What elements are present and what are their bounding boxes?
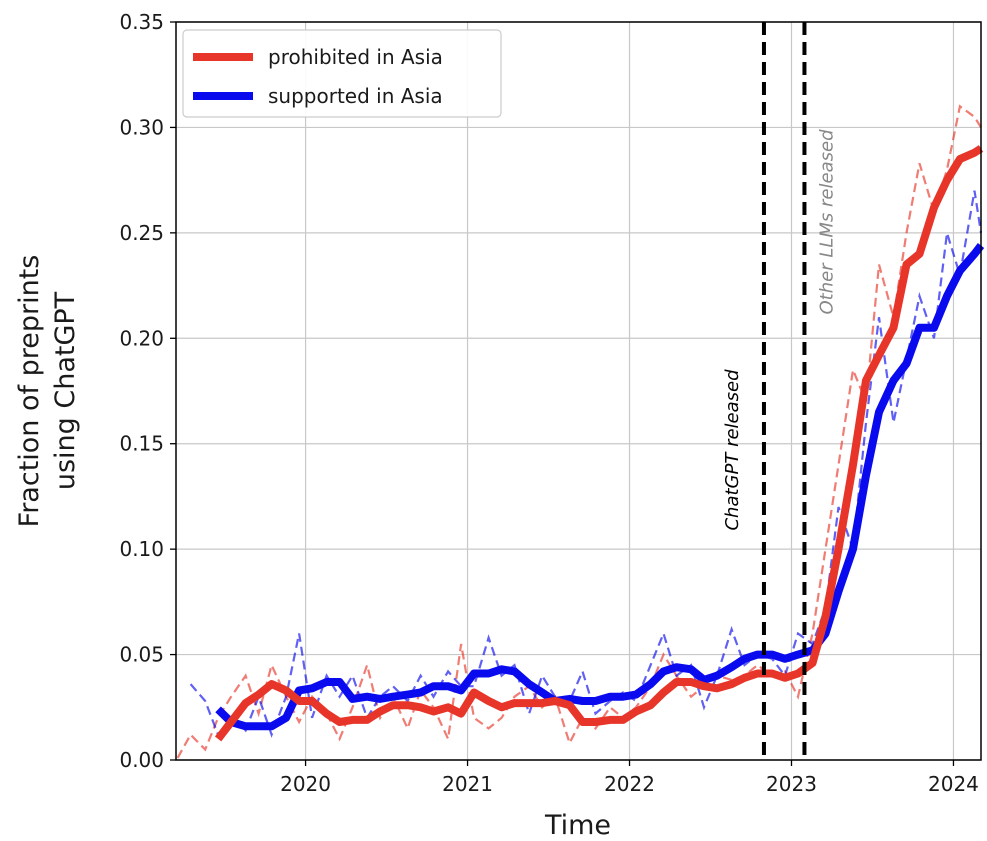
other-llms-release-label: Other LLMs released [816,129,837,315]
legend-box [182,29,502,118]
legend-label-prohibited: prohibited in Asia [268,45,443,69]
x-tick-label: 2022 [604,772,655,796]
smoothed-series-layer [214,145,985,742]
raw-line-prohibited [176,104,982,759]
chatgpt-release-label: ChatGPT released [722,369,743,531]
y-axis-title-line-2: using ChatGPT [50,291,81,490]
y-tick-label: 0.10 [119,537,164,561]
y-tick-label: 0.00 [119,748,164,772]
legend-label-supported: supported in Asia [268,84,443,108]
y-tick-label: 0.05 [119,643,164,667]
x-axis-title: Time [544,810,611,841]
x-tick-label: 2023 [766,772,817,796]
raw-line-supported [189,190,983,738]
release-markers: ChatGPT released Other LLMs released [722,22,837,760]
y-tick-label: 0.30 [119,115,164,139]
y-tick-label: 0.25 [119,221,164,245]
y-tick-label: 0.20 [119,326,164,350]
y-tick-label: 0.35 [119,10,164,34]
y-axis-title-line-1: Fraction of preprints [14,255,45,528]
smooth-line-prohibited [214,145,984,742]
axis-ticks: 2020 2021 2022 2023 2024 0.00 0.05 0.10 0.15 0.20… [119,10,978,796]
x-tick-label: 2021 [442,772,493,796]
smooth-line-supported [215,243,985,731]
grid [176,21,981,761]
x-tick-label: 2020 [280,772,331,796]
y-tick-label: 0.15 [119,432,164,456]
plot-frame [175,21,982,761]
legend: prohibited in Asia supported in Asia [182,29,502,118]
x-tick-label: 2024 [928,772,979,796]
